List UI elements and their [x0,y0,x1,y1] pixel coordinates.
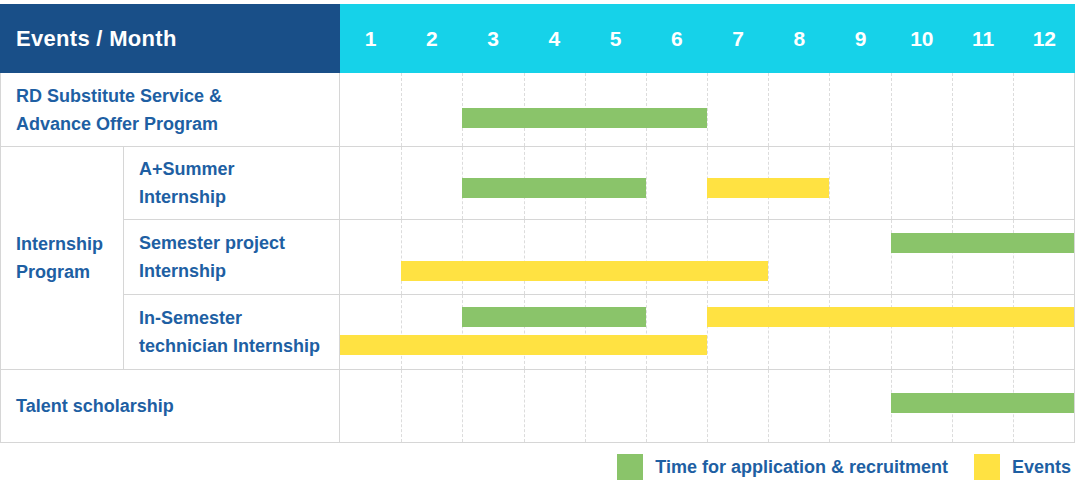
month-label-10: 10 [891,4,952,73]
row-label-text: RD Substitute Service & Advance Offer Pr… [16,82,222,138]
application-bar [462,307,646,327]
row-label-text: In-Semester technician Internship [139,304,320,360]
gantt-page: Events / Month 123456789101112 RD Substi… [0,0,1080,491]
application-swatch-icon [617,454,643,480]
month-gridline [829,220,830,294]
chart-row-in-semester-technician-internship [340,295,1075,370]
month-gridline [891,147,892,219]
row-label-text: Talent scholarship [16,392,174,420]
month-label-2: 2 [401,4,462,73]
month-gridline [1013,147,1014,219]
month-gridline [829,370,830,442]
month-gridline [401,295,402,369]
month-label-6: 6 [646,4,707,73]
events-bar [707,178,829,198]
chart-row-rd-substitute-service [340,73,1075,147]
month-gridline [707,220,708,294]
legend-item-application: Time for application & recruitment [617,454,948,480]
month-gridline [646,370,647,442]
application-bar [462,178,646,198]
month-gridline [952,147,953,219]
events-month-table: Events / Month 123456789101112 RD Substi… [0,4,1075,443]
month-gridline [829,73,830,146]
row-label-talent-scholarship: Talent scholarship [0,370,340,443]
month-gridline [707,370,708,442]
legend-label-application: Time for application & recruitment [655,457,948,478]
month-label-8: 8 [769,4,830,73]
month-label-11: 11 [953,4,1014,73]
application-bar [891,233,1075,253]
month-label-12: 12 [1014,4,1075,73]
row-group-internship-program: Internship Program [0,147,124,370]
month-gridline [585,220,586,294]
row-label-in-semester-technician-internship: In-Semester technician Internship [124,295,340,370]
table-header-title-cell: Events / Month [0,4,340,73]
month-label-7: 7 [708,4,769,73]
month-gridline [952,220,953,294]
month-gridline [462,370,463,442]
row-group-text: Internship Program [16,230,103,286]
events-swatch-icon [974,454,1000,480]
month-gridline [524,220,525,294]
month-gridline [646,295,647,369]
month-gridline [891,220,892,294]
chart-row-a-summer-internship [340,147,1075,220]
month-gridline [1013,220,1014,294]
row-label-semester-project-internship: Semester project Internship [124,220,340,295]
row-label-rd-substitute-service: RD Substitute Service & Advance Offer Pr… [0,73,340,147]
table-title: Events / Month [16,26,177,52]
legend: Time for application & recruitment Event… [0,443,1075,491]
month-gridline [401,73,402,146]
month-label-1: 1 [340,4,401,73]
month-gridline [401,220,402,294]
month-label-5: 5 [585,4,646,73]
events-bar [340,335,707,355]
events-bar [401,261,768,281]
month-gridline [646,147,647,219]
legend-label-events: Events [1012,457,1071,478]
month-label-3: 3 [463,4,524,73]
month-gridline [401,370,402,442]
month-header-row: 123456789101112 [340,4,1075,73]
month-gridline [524,370,525,442]
month-gridline [829,147,830,219]
chart-row-semester-project-internship [340,220,1075,295]
row-label-text: Semester project Internship [139,229,285,285]
legend-item-events: Events [974,454,1071,480]
application-bar [891,393,1075,413]
month-gridline [646,220,647,294]
events-bar [707,307,1074,327]
row-label-text: A+Summer Internship [139,155,235,211]
month-gridline [891,73,892,146]
month-label-4: 4 [524,4,585,73]
row-label-a-summer-internship: A+Summer Internship [124,147,340,220]
month-label-9: 9 [830,4,891,73]
application-bar [462,108,707,128]
month-gridline [768,220,769,294]
month-gridline [707,73,708,146]
chart-row-talent-scholarship [340,370,1075,443]
month-gridline [585,370,586,442]
month-gridline [401,147,402,219]
month-gridline [952,73,953,146]
month-gridline [768,73,769,146]
month-gridline [462,220,463,294]
month-gridline [768,370,769,442]
month-gridline [1013,73,1014,146]
